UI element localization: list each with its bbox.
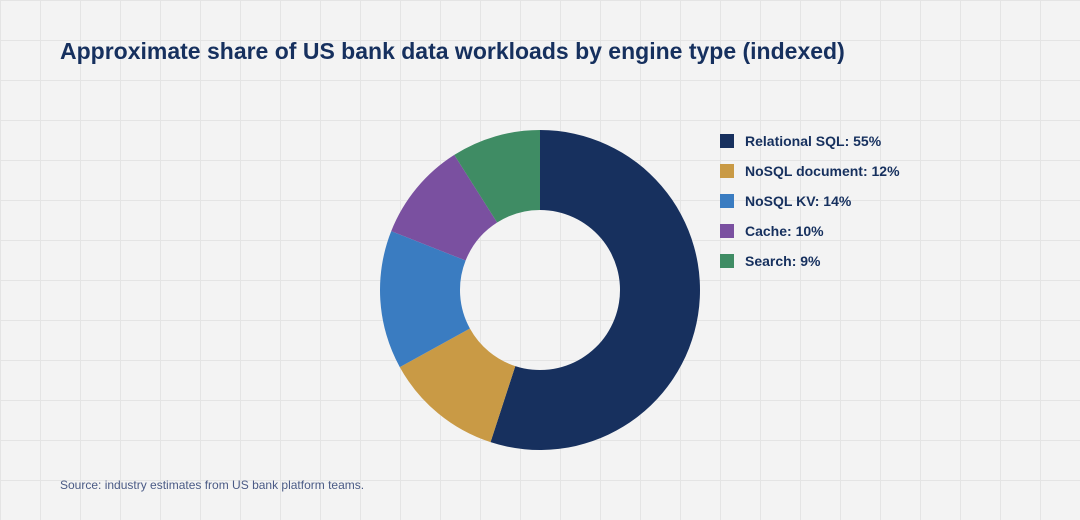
slice-cache [391,154,498,261]
legend-label: NoSQL document: 12% [745,163,900,179]
legend-item-relational-sql: Relational SQL: 55% [720,126,900,156]
legend-swatch [720,134,734,148]
slice-nosql-document [399,328,516,443]
legend-item-nosql-kv: NoSQL KV: 14% [720,186,900,216]
slice-nosql-kv [379,231,470,368]
legend-label: Search: 9% [745,253,821,269]
slice-search [454,130,540,223]
legend-swatch [720,224,734,238]
source-note: Source: industry estimates from US bank … [60,478,365,492]
legend-swatch [720,194,734,208]
legend-item-nosql-document: NoSQL document: 12% [720,156,900,186]
legend-label: Relational SQL: 55% [745,133,882,149]
slice-relational-sql [490,130,700,450]
legend-label: Cache: 10% [745,223,824,239]
chart-legend: Relational SQL: 55% NoSQL document: 12% … [720,126,900,276]
legend-swatch [720,254,734,268]
donut-slices [379,130,700,450]
chart-title: Approximate share of US bank data worklo… [60,38,845,64]
legend-item-search: Search: 9% [720,246,900,276]
legend-swatch [720,164,734,178]
legend-item-cache: Cache: 10% [720,216,900,246]
legend-label: NoSQL KV: 14% [745,193,852,209]
